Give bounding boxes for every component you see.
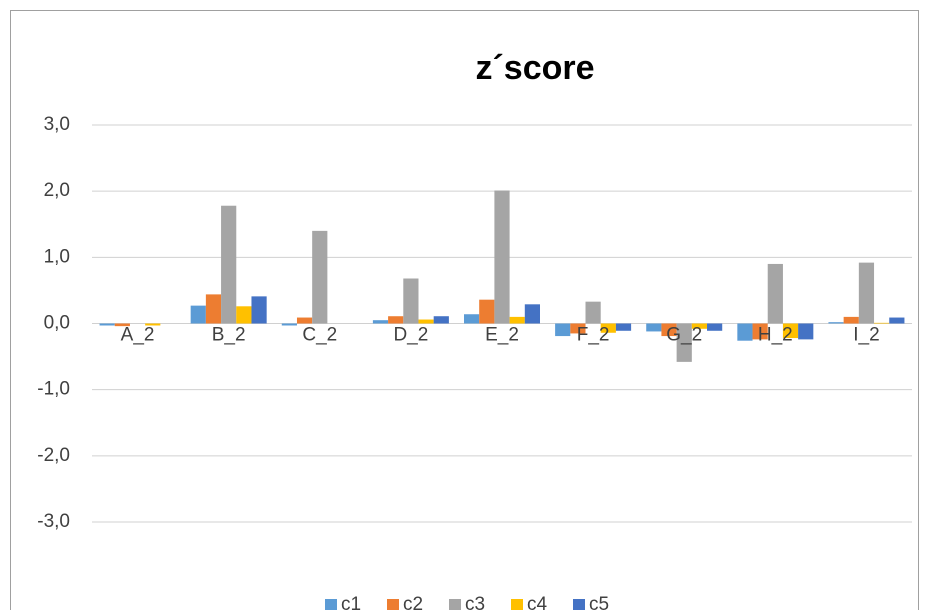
y-tick-label: 3,0 xyxy=(44,114,70,135)
bar xyxy=(236,306,252,324)
bar xyxy=(874,322,890,324)
bar xyxy=(372,320,389,324)
y-tick-label: -1,0 xyxy=(37,379,70,400)
legend-label: c4 xyxy=(527,594,548,610)
bar xyxy=(99,323,115,326)
bar xyxy=(585,301,601,324)
bar xyxy=(570,323,586,334)
bar xyxy=(843,316,859,324)
x-tick-label: E_2 xyxy=(485,325,519,346)
bar xyxy=(889,317,905,324)
bar xyxy=(752,323,768,340)
bar xyxy=(403,278,419,324)
bar xyxy=(661,323,677,337)
bar xyxy=(251,296,267,324)
legend-swatch xyxy=(511,599,523,610)
legend-swatch xyxy=(387,599,399,610)
bar xyxy=(524,304,540,324)
bar xyxy=(782,323,799,339)
bar xyxy=(296,317,313,324)
bar xyxy=(676,323,692,362)
bar xyxy=(190,305,206,324)
x-tick-label: H_2 xyxy=(758,325,793,346)
bar xyxy=(145,323,161,326)
x-tick-label: I_2 xyxy=(853,325,879,346)
legend-label: c3 xyxy=(465,594,485,610)
legend-label: c1 xyxy=(341,594,361,610)
bar xyxy=(114,323,130,327)
bar xyxy=(707,323,723,331)
bar xyxy=(828,322,844,324)
bar xyxy=(433,316,449,324)
bar xyxy=(479,299,495,324)
legend-swatch xyxy=(573,599,585,610)
legend-swatch xyxy=(325,599,337,610)
bar xyxy=(509,316,525,324)
bar xyxy=(858,262,875,324)
chart-title: z´score xyxy=(475,49,594,87)
y-tick-label: -2,0 xyxy=(37,445,70,466)
chart-frame xyxy=(10,10,919,610)
bar xyxy=(494,190,510,324)
bar xyxy=(281,323,297,326)
y-tick-label: 1,0 xyxy=(44,246,70,267)
bar xyxy=(388,316,404,324)
bar xyxy=(221,205,237,324)
legend-label: c5 xyxy=(589,594,609,610)
x-tick-label: D_2 xyxy=(393,325,428,346)
x-tick-label: F_2 xyxy=(577,325,610,346)
x-tick-label: A_2 xyxy=(121,325,155,346)
bar xyxy=(418,319,434,324)
y-tick-label: 2,0 xyxy=(44,180,70,201)
y-tick-label: -3,0 xyxy=(37,511,70,532)
bar xyxy=(646,323,662,332)
x-tick-label: G_2 xyxy=(666,325,702,346)
y-tick-label: 0,0 xyxy=(44,313,70,334)
bar xyxy=(798,323,814,340)
bar xyxy=(205,294,222,324)
x-tick-label: C_2 xyxy=(302,325,337,346)
bar xyxy=(691,323,708,329)
legend-swatch xyxy=(449,599,461,610)
bar xyxy=(312,230,328,324)
x-tick-label: B_2 xyxy=(212,325,246,346)
bar xyxy=(555,323,571,337)
bar xyxy=(767,263,783,324)
bar xyxy=(615,323,632,331)
bar xyxy=(600,323,616,333)
legend-label: c2 xyxy=(403,594,423,610)
bar xyxy=(464,314,480,324)
bar xyxy=(737,323,753,341)
